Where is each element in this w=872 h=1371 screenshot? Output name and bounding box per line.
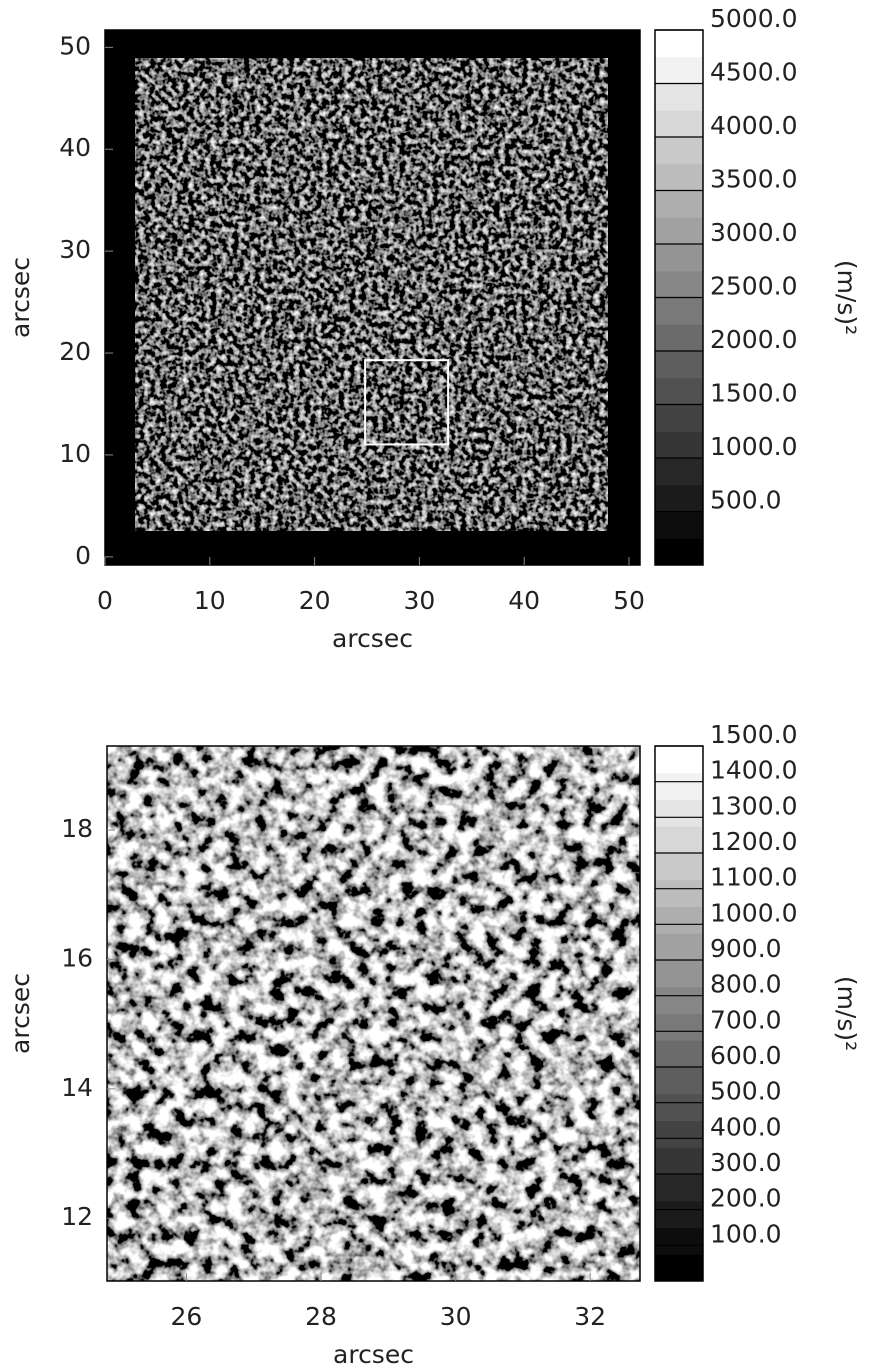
colorbar-tick-label: 200.0 bbox=[710, 1184, 782, 1213]
colorbar-band bbox=[655, 56, 703, 84]
colorbar-tick-label: 1500.0 bbox=[710, 379, 797, 408]
colorbar-band bbox=[655, 30, 703, 58]
x-tick-label: 32 bbox=[574, 1302, 606, 1331]
colorbar-band bbox=[655, 772, 703, 800]
x-tick-label: 26 bbox=[171, 1302, 203, 1331]
colorbar-band bbox=[655, 244, 703, 272]
y-tick-label: 50 bbox=[59, 31, 91, 60]
y-axis-label: arcsec bbox=[6, 257, 35, 338]
colorbar-band bbox=[655, 1254, 703, 1282]
colorbar-tick-label: 1500.0 bbox=[710, 720, 797, 749]
colorbar-band bbox=[655, 746, 703, 774]
colorbar-tick-label: 2000.0 bbox=[710, 325, 797, 354]
colorbar-tick-label: 1200.0 bbox=[710, 827, 797, 856]
colorbar-tick-label: 100.0 bbox=[710, 1219, 782, 1248]
colorbar-tick-label: 3500.0 bbox=[710, 165, 797, 194]
inset-box bbox=[364, 359, 450, 446]
colorbar-band bbox=[655, 351, 703, 379]
image bbox=[107, 746, 640, 1281]
colorbar-band bbox=[655, 933, 703, 961]
colorbar-band bbox=[655, 377, 703, 405]
colorbar-tick-label: 1400.0 bbox=[710, 756, 797, 785]
colorbar-band bbox=[655, 1174, 703, 1202]
x-tick-label: 0 bbox=[97, 586, 113, 615]
colorbar-band bbox=[655, 1067, 703, 1095]
x-axis-label: arcsec bbox=[333, 1340, 414, 1369]
colorbar-tick-label: 300.0 bbox=[710, 1148, 782, 1177]
x-tick-label: 28 bbox=[305, 1302, 337, 1331]
plot-frame bbox=[104, 29, 641, 566]
colorbar-tick-label: 900.0 bbox=[710, 934, 782, 963]
colorbar-band bbox=[655, 270, 703, 298]
colorbar-band bbox=[655, 484, 703, 512]
x-tick-label: 50 bbox=[613, 586, 645, 615]
colorbar-tick-label: 700.0 bbox=[710, 1005, 782, 1034]
y-tick-label: 12 bbox=[61, 1202, 93, 1231]
colorbar-band bbox=[655, 1227, 703, 1255]
colorbar-tick-label: 600.0 bbox=[710, 1041, 782, 1070]
colorbar-band bbox=[655, 431, 703, 459]
x-tick-label: 40 bbox=[508, 586, 540, 615]
colorbar-tick-label: 500.0 bbox=[710, 486, 782, 515]
colorbar-band bbox=[655, 110, 703, 138]
y-tick-label: 30 bbox=[59, 235, 91, 264]
colorbar-tick-label: 3000.0 bbox=[710, 218, 797, 247]
colorbar-band bbox=[655, 1200, 703, 1228]
colorbar-band bbox=[655, 163, 703, 191]
colorbar-label: (m/s)² bbox=[832, 260, 861, 335]
colorbar-band bbox=[655, 190, 703, 218]
y-tick-label: 0 bbox=[75, 541, 91, 570]
colorbar-band bbox=[655, 906, 703, 934]
x-axis-label: arcsec bbox=[332, 624, 413, 653]
y-tick-label: 14 bbox=[61, 1073, 93, 1102]
colorbar-tick-label: 1300.0 bbox=[710, 791, 797, 820]
image bbox=[135, 58, 608, 531]
y-tick-label: 10 bbox=[59, 439, 91, 468]
colorbar-band bbox=[655, 986, 703, 1014]
colorbar-tick-label: 400.0 bbox=[710, 1112, 782, 1141]
y-axis-label: arcsec bbox=[6, 973, 35, 1054]
colorbar-band bbox=[655, 1147, 703, 1175]
y-tick-label: 16 bbox=[61, 943, 93, 972]
y-tick-label: 20 bbox=[59, 337, 91, 366]
colorbar-tick-label: 5000.0 bbox=[710, 4, 797, 33]
colorbar-band bbox=[655, 137, 703, 165]
colorbar-band bbox=[655, 853, 703, 881]
plot-frame bbox=[106, 745, 641, 1282]
colorbar-tick-label: 4000.0 bbox=[710, 111, 797, 140]
y-tick-label: 40 bbox=[59, 133, 91, 162]
colorbar-band bbox=[655, 404, 703, 432]
colorbar-band bbox=[655, 1040, 703, 1068]
colorbar-band bbox=[655, 458, 703, 486]
colorbar-tick-label: 1100.0 bbox=[710, 863, 797, 892]
colorbar-band bbox=[655, 1093, 703, 1121]
colorbar-band bbox=[655, 217, 703, 245]
colorbar-band bbox=[655, 1120, 703, 1148]
colorbar-band bbox=[655, 879, 703, 907]
colorbar-band bbox=[655, 1013, 703, 1041]
colorbar-tick-label: 1000.0 bbox=[710, 432, 797, 461]
x-tick-label: 20 bbox=[299, 586, 331, 615]
colorbar-band bbox=[655, 826, 703, 854]
x-tick-label: 30 bbox=[440, 1302, 472, 1331]
colorbar-tick-label: 2500.0 bbox=[710, 272, 797, 301]
x-tick-label: 10 bbox=[194, 586, 226, 615]
colorbar-band bbox=[655, 960, 703, 988]
colorbar-band bbox=[655, 799, 703, 827]
colorbar-label: (m/s)² bbox=[832, 976, 861, 1051]
colorbar-tick-label: 1000.0 bbox=[710, 898, 797, 927]
colorbar-tick-label: 800.0 bbox=[710, 970, 782, 999]
colorbar-band bbox=[655, 83, 703, 111]
colorbar-band bbox=[655, 324, 703, 352]
colorbar-tick-label: 500.0 bbox=[710, 1077, 782, 1106]
x-tick-label: 30 bbox=[403, 586, 435, 615]
colorbar-band bbox=[655, 511, 703, 539]
colorbar-tick-label: 4500.0 bbox=[710, 58, 797, 87]
y-tick-label: 18 bbox=[61, 814, 93, 843]
colorbar-band bbox=[655, 297, 703, 325]
colorbar-band bbox=[655, 538, 703, 566]
